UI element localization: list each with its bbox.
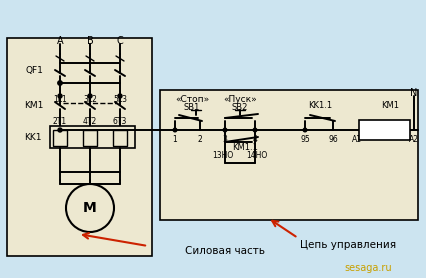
Text: B: B (86, 36, 93, 46)
Text: 2: 2 (198, 135, 202, 143)
Bar (113, 130, 127, 146)
Text: SB2: SB2 (232, 103, 248, 111)
Text: 4T2: 4T2 (83, 116, 97, 125)
Text: sesaga.ru: sesaga.ru (344, 263, 392, 273)
Text: 14НО: 14НО (246, 152, 268, 160)
Circle shape (118, 94, 122, 98)
Bar (7, 38, 152, 256)
Text: KM1: KM1 (381, 101, 399, 110)
Text: SB1: SB1 (184, 103, 200, 111)
Text: 2T1: 2T1 (53, 116, 67, 125)
Circle shape (58, 128, 62, 132)
Text: A1: A1 (352, 135, 362, 143)
Text: 5L3: 5L3 (113, 95, 127, 103)
Text: 1: 1 (173, 135, 177, 143)
Text: KM1: KM1 (24, 101, 43, 110)
Text: Цепь управления: Цепь управления (300, 240, 396, 250)
Text: KK1: KK1 (24, 133, 41, 142)
Circle shape (223, 128, 227, 132)
Text: 3L2: 3L2 (83, 95, 97, 103)
Text: 95: 95 (300, 135, 310, 143)
Bar (83, 130, 97, 146)
Text: A: A (57, 36, 63, 46)
Circle shape (66, 184, 114, 232)
Text: Силовая часть: Силовая часть (185, 246, 265, 256)
Text: «Стоп»: «Стоп» (175, 96, 209, 105)
Text: 4: 4 (253, 135, 257, 143)
Circle shape (58, 94, 62, 98)
Circle shape (88, 94, 92, 98)
Bar (359, 120, 410, 140)
Bar (50, 126, 135, 148)
Text: «Пуск»: «Пуск» (223, 96, 257, 105)
Text: 6T3: 6T3 (113, 116, 127, 125)
Circle shape (303, 128, 307, 132)
Text: N: N (410, 88, 417, 98)
Text: 13НО: 13НО (213, 152, 233, 160)
Circle shape (253, 128, 257, 132)
Text: KK1.1: KK1.1 (308, 101, 332, 110)
Text: M: M (83, 201, 97, 215)
Bar (53, 130, 67, 146)
Bar (160, 90, 418, 220)
Text: 1L1: 1L1 (53, 95, 67, 103)
Text: A2: A2 (409, 135, 419, 143)
Text: C: C (117, 36, 124, 46)
Text: 96: 96 (328, 135, 338, 143)
Text: 3: 3 (222, 135, 227, 143)
Text: QF1: QF1 (25, 66, 43, 76)
Text: KM1.1: KM1.1 (232, 143, 258, 152)
Circle shape (173, 128, 177, 132)
Circle shape (58, 81, 62, 85)
